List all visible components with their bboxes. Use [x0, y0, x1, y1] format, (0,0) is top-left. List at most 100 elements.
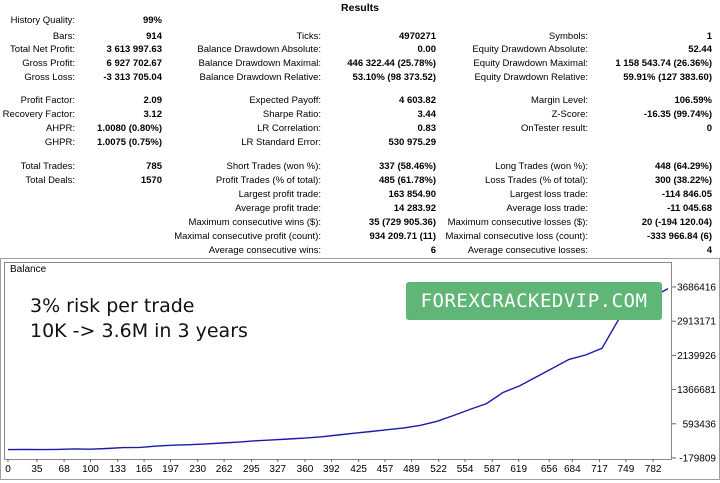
stat-value: 530 975.29 [388, 137, 436, 148]
stat-value: -333 966.84 (6) [647, 231, 712, 242]
x-tick-label: 165 [136, 464, 153, 475]
stat-value: 14 283.92 [393, 203, 436, 214]
stat-label: Profit Trades (% of total): [215, 175, 321, 186]
stat-label: Bars: [52, 31, 75, 42]
stat-value: 106.59% [674, 95, 712, 106]
stat-value: 448 (64.29%) [654, 161, 712, 172]
x-tick-label: 522 [430, 464, 447, 475]
stat-value: 20 (-194 120.04) [641, 217, 712, 228]
stat-value: 934 209.71 (11) [369, 231, 436, 242]
stat-value: 6 [430, 245, 436, 256]
stat-label: Equity Drawdown Maximal: [473, 58, 588, 69]
stat-value: -16.35 (99.74%) [643, 109, 712, 120]
stat-label: Total Net Profit: [10, 44, 75, 55]
stat-label: AHPR: [45, 123, 75, 134]
x-tick-label: 0 [5, 464, 11, 475]
stat-value: -3 313 705.04 [103, 72, 162, 83]
x-tick-label: 425 [350, 464, 367, 475]
stat-label: Largest profit trade: [238, 189, 321, 200]
x-tick-label: 749 [618, 464, 635, 475]
y-tick-label: 2139926 [677, 351, 716, 362]
stat-label: Long Trades (won %): [495, 161, 588, 172]
y-tick-label: 2913171 [677, 317, 716, 328]
stat-label: Equity Drawdown Relative: [474, 72, 588, 83]
x-tick-label: 133 [109, 464, 126, 475]
stat-value: 1.0080 (0.80%) [97, 123, 162, 134]
stat-label: Maximum consecutive losses ($): [447, 217, 588, 228]
stat-label: Sharpe Ratio: [262, 109, 321, 120]
stat-label: LR Correlation: [257, 123, 321, 134]
stat-value: 52.44 [688, 44, 712, 55]
x-tick-label: 489 [403, 464, 420, 475]
x-tick-label: 619 [510, 464, 527, 475]
stat-label: Equity Drawdown Absolute: [472, 44, 588, 55]
stat-value: 53.10% (98 373.52) [352, 72, 436, 83]
stat-value: 2.09 [143, 95, 163, 106]
stat-label: Expected Payoff: [249, 95, 321, 106]
x-tick-label: 68 [59, 464, 71, 475]
stat-value: 3 613 997.63 [106, 44, 162, 55]
stat-value: 6 927 702.67 [106, 58, 162, 69]
stat-value: 59.91% (127 383.60) [623, 72, 712, 83]
y-tick-label: 593436 [683, 419, 717, 430]
stat-label: History Quality: [10, 15, 75, 26]
stat-label: Loss Trades (% of total): [485, 175, 588, 186]
stat-label: Balance Drawdown Relative: [199, 72, 321, 83]
stat-label: Balance Drawdown Absolute: [197, 44, 321, 55]
watermark-banner: FOREXCRACKEDVIP.COM [406, 282, 662, 320]
stat-label: Maximum consecutive wins ($): [188, 217, 321, 228]
stat-label: Largest loss trade: [509, 189, 588, 200]
x-tick-label: 197 [162, 464, 179, 475]
stat-value: 1 158 543.74 (26.36%) [615, 58, 712, 69]
chart-title: Balance [10, 264, 47, 275]
overlay-line-1: 3% risk per trade [30, 295, 195, 317]
stat-label: Gross Profit: [22, 58, 75, 69]
x-tick-label: 262 [216, 464, 233, 475]
x-tick-label: 684 [564, 464, 581, 475]
y-tick-label: 1366681 [677, 385, 716, 396]
stat-value: 3.12 [143, 109, 163, 120]
stat-label: Average consecutive losses: [467, 245, 588, 256]
x-tick-label: 717 [591, 464, 608, 475]
stat-value: 0 [706, 123, 712, 134]
x-tick-label: 230 [189, 464, 206, 475]
overlay-line-2: 10K -> 3.6M in 3 years [30, 320, 248, 342]
stat-label: Ticks: [296, 31, 321, 42]
x-tick-label: 782 [645, 464, 662, 475]
stat-label: OnTester result: [520, 123, 588, 134]
x-tick-label: 392 [323, 464, 340, 475]
stat-value: 4 603.82 [399, 95, 436, 106]
stat-value: 1 [706, 31, 712, 42]
stat-value: 485 (61.78%) [378, 175, 436, 186]
stat-value: 0.00 [417, 44, 437, 55]
stat-value: 163 854.90 [388, 189, 436, 200]
stat-label: Profit Factor: [20, 95, 75, 106]
stat-value: 0.83 [417, 123, 437, 134]
stat-value: 1570 [140, 175, 162, 186]
stat-label: Recovery Factor: [2, 109, 75, 120]
stat-label: Z-Score: [551, 109, 588, 120]
stat-value: 35 (729 905.36) [368, 217, 436, 228]
stat-value: 99% [142, 15, 162, 26]
stat-value: -11 045.68 [667, 203, 712, 214]
stat-label: Balance Drawdown Maximal: [198, 58, 322, 69]
stat-label: LR Standard Error: [241, 137, 321, 148]
y-tick-label: -179809 [679, 454, 716, 465]
stat-label: Short Trades (won %): [226, 161, 321, 172]
stat-value: 914 [146, 31, 162, 42]
stat-label: Average loss trade: [506, 203, 588, 214]
stat-label: Maximal consecutive profit (count): [174, 231, 321, 242]
stat-label: Symbols: [548, 31, 588, 42]
x-tick-label: 587 [484, 464, 501, 475]
stat-value: 4970271 [399, 31, 436, 42]
results-title: Results [341, 2, 379, 14]
x-tick-label: 360 [297, 464, 314, 475]
x-tick-label: 35 [31, 464, 43, 475]
stat-value: 446 322.44 (25.78%) [347, 58, 436, 69]
stat-value: 337 (58.46%) [378, 161, 436, 172]
stat-label: Gross Loss: [24, 72, 75, 83]
stat-label: Total Trades: [20, 161, 75, 172]
stat-label: Average consecutive wins: [208, 245, 321, 256]
stat-value: 4 [706, 245, 712, 256]
y-tick-label: 3686416 [677, 283, 716, 294]
